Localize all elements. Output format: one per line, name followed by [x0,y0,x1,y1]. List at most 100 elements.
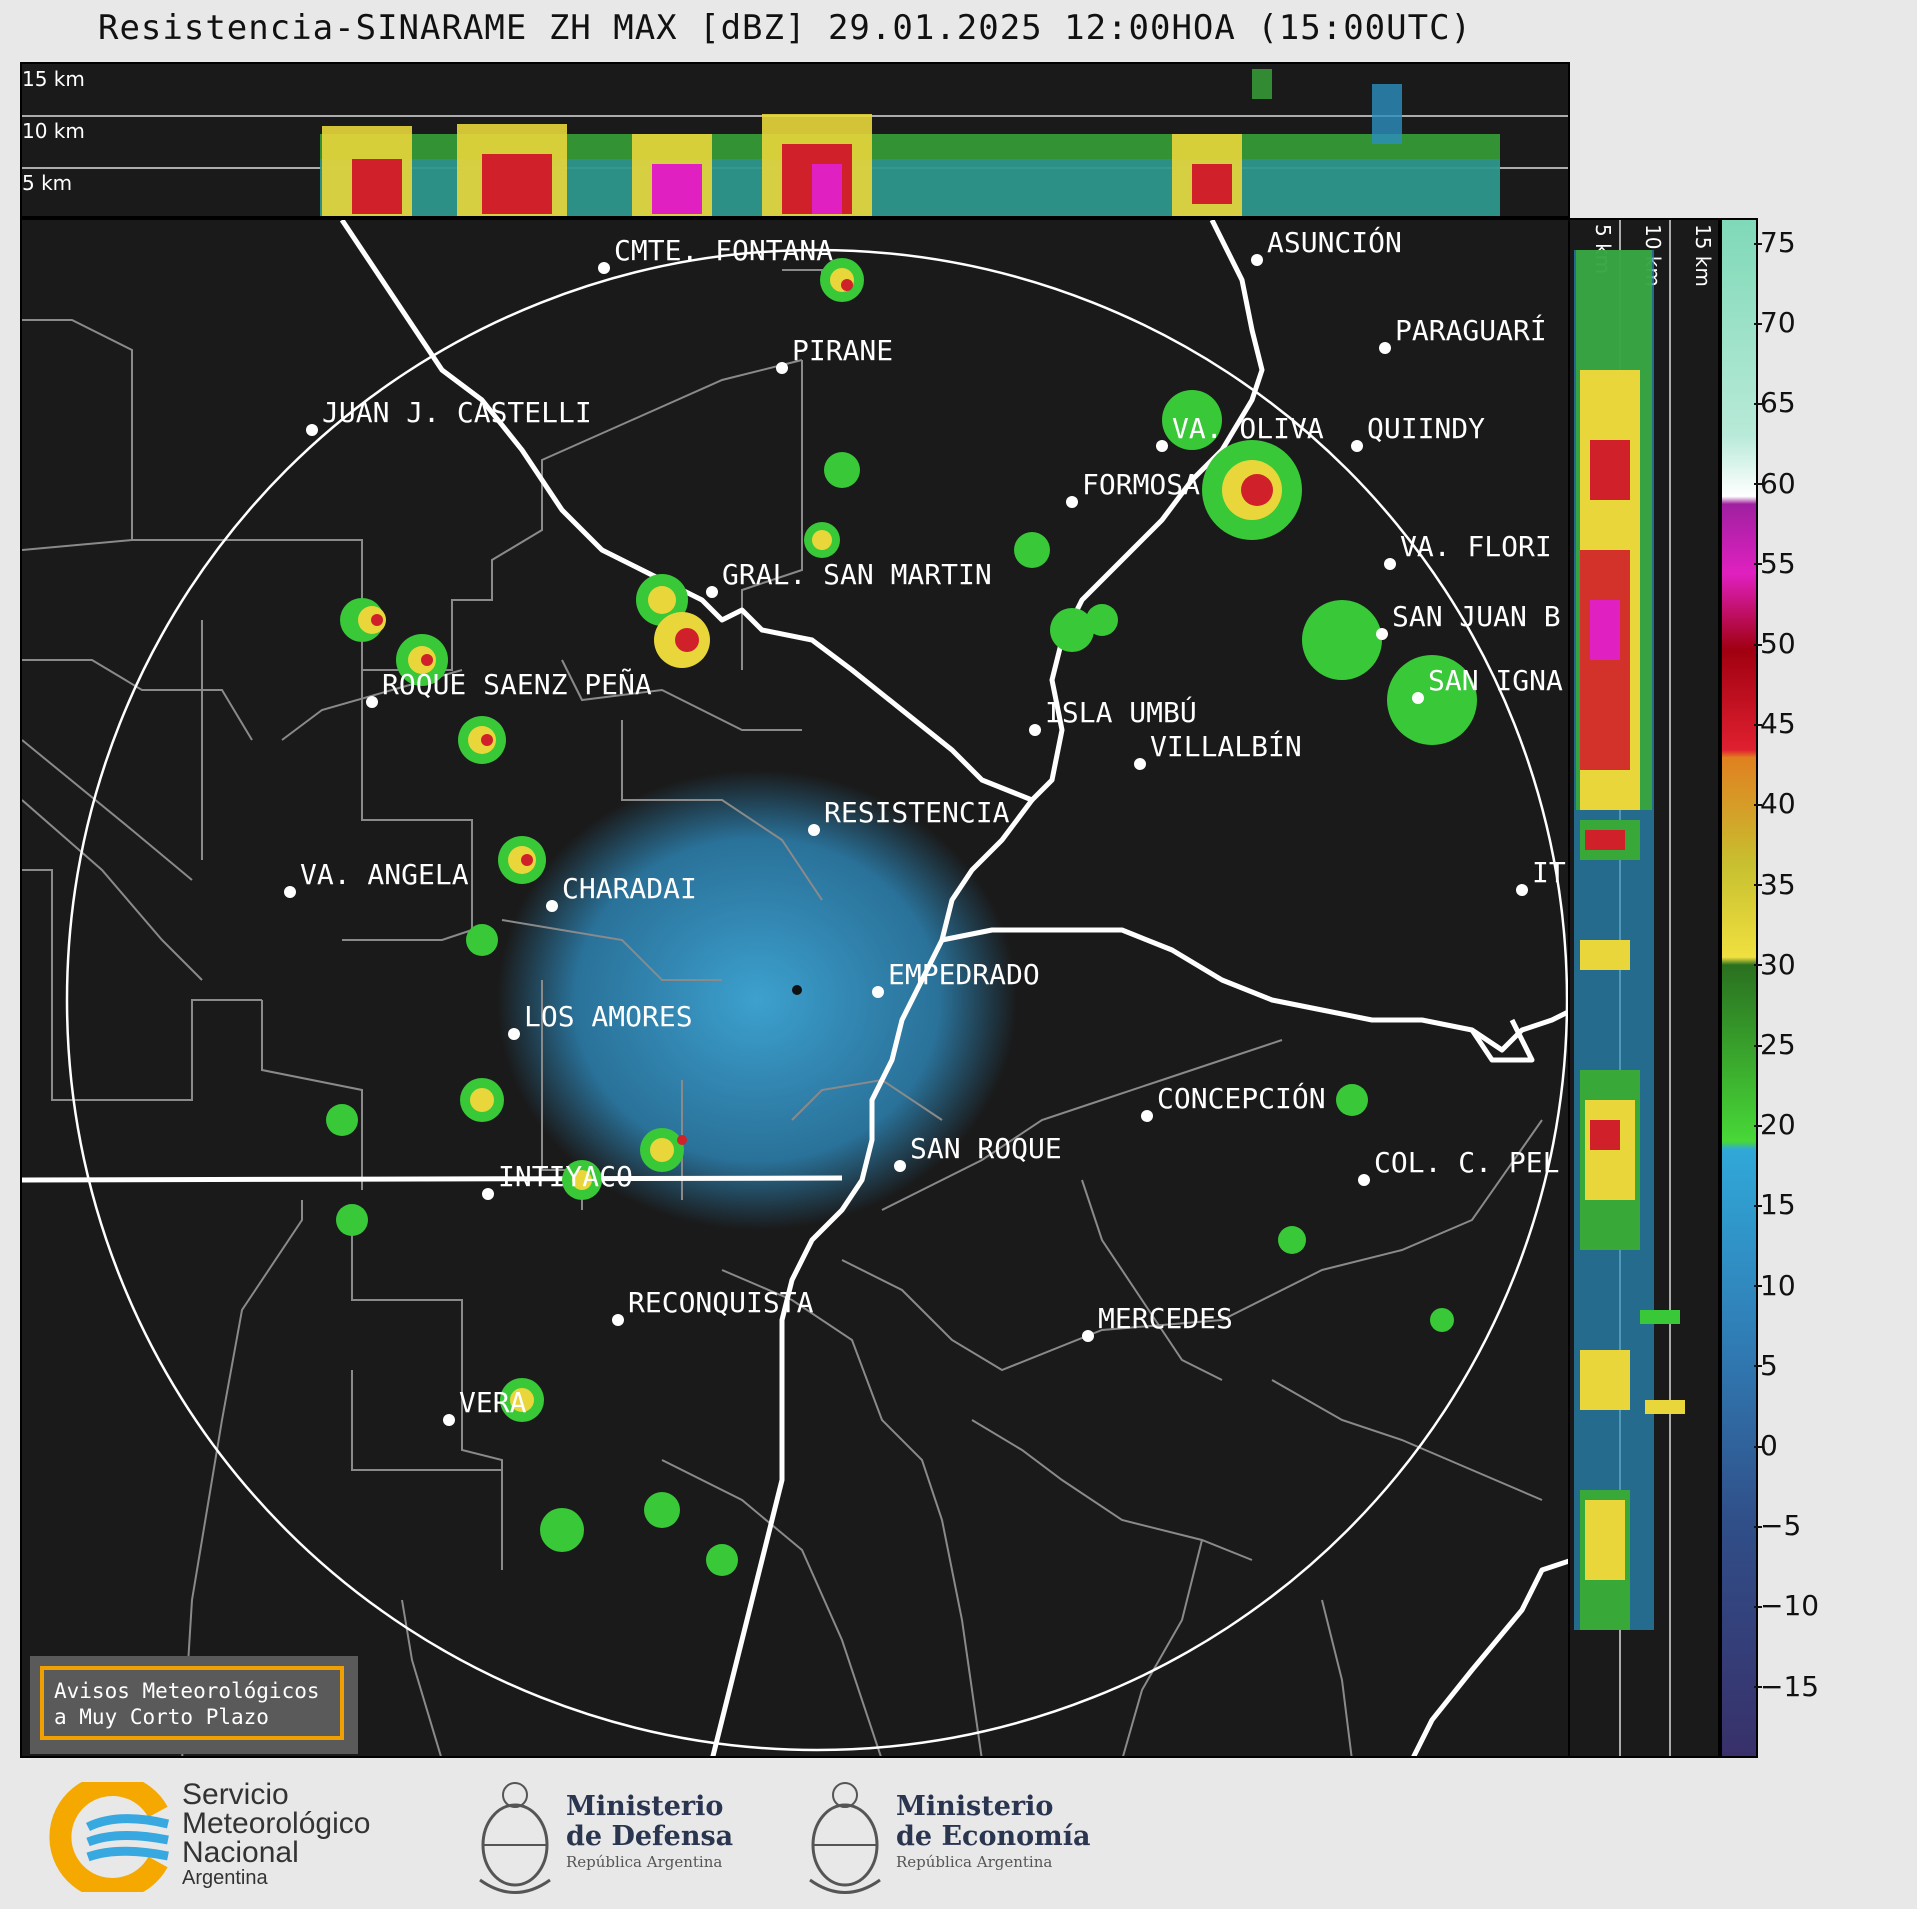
city-dot [1156,440,1168,452]
defensa-line3: República Argentina [566,1853,723,1871]
alt-label-15km: 15 km [22,67,85,91]
colorbar [1720,218,1758,1758]
city-label: QUIINDY [1367,412,1485,445]
city-dot [1412,692,1424,704]
colorbar-tick-label: 45 [1754,707,1796,741]
chart-title: Resistencia-SINARAME ZH MAX [dBZ] 29.01.… [97,8,1473,48]
echo-band-top [320,69,1500,216]
city-dot [1134,758,1146,770]
alt-label-5km: 5 km [22,171,72,195]
alt-label-15km-v: 15 km [1691,224,1715,287]
alt-label-10km: 10 km [22,119,85,143]
city-dot [1066,496,1078,508]
colorbar-tick-label: 60 [1754,466,1796,500]
colorbar-tick-label: 30 [1754,947,1796,981]
economia-name: Ministerio de Economía República Argenti… [896,1792,1090,1872]
colorbar-tick-label: −15 [1753,1669,1820,1703]
city-dot [482,1188,494,1200]
colorbar-tick-label: 20 [1754,1108,1796,1142]
avisos-badge-line2: a Muy Corto Plazo [54,1705,269,1729]
city-dot [443,1414,455,1426]
city-dot [284,886,296,898]
city-dot [706,586,718,598]
economia-line3: República Argentina [896,1853,1053,1871]
city-label: ROQUE SAENZ PEÑA [382,667,652,701]
top-profile-svg: 15 km 10 km 5 km [22,67,1568,216]
city-dot [612,1314,624,1326]
city-label: VA. OLIVA [1172,412,1324,445]
footer: Servicio Meteorológico Nacional Argentin… [0,1760,1917,1909]
radar-map-svg: CMTE. FONTANA ASUNCIÓN PARAGUARÍ PIRANE JUAN… [22,220,1568,1756]
economia-emblem-icon [809,1782,881,1894]
city-dot [1376,628,1388,640]
city-dot [872,986,884,998]
city-label: CHARADAI [562,872,697,905]
city-dot [776,362,788,374]
city-label: RECONQUISTA [628,1286,814,1319]
colorbar-tick-label: 15 [1754,1188,1796,1222]
colorbar-tick-label: 50 [1754,627,1796,660]
colorbar-svg [1722,220,1756,1756]
city-label: COL. C. PEL [1374,1146,1559,1179]
colorbar-tick-label: 75 [1754,226,1796,259]
smn-line4: Argentina [182,1867,268,1889]
city-label: VERA [459,1386,527,1419]
city-label: VA. FLORI [1400,530,1552,563]
colorbar-tick-label: 10 [1754,1268,1796,1302]
city-dot [1082,1330,1094,1342]
city-markers: CMTE. FONTANA ASUNCIÓN PARAGUARÍ PIRANE JUAN… [284,225,1566,1426]
avisos-badge-frame: Avisos Meteorológicos a Muy Corto Plazo [40,1666,344,1740]
economia-line1: Ministerio [896,1791,1054,1822]
smn-line1: Servicio [182,1778,289,1811]
smn-name: Servicio Meteorológico Nacional Argentin… [182,1778,371,1890]
city-dot [546,900,558,912]
right-profile-svg: 5 km 10 km 15 km [1574,220,1715,1756]
colorbar-tick-label: 0 [1754,1429,1778,1462]
top-vertical-profile: 15 km 10 km 5 km [20,62,1570,218]
city-dot [1358,1174,1370,1186]
city-label: IT [1532,856,1566,889]
city-label: RESISTENCIA [824,796,1010,829]
city-dot [306,424,318,436]
city-dot [894,1160,906,1172]
city-label: EMPEDRADO [888,958,1040,991]
city-label: VILLALBÍN [1150,729,1302,763]
colorbar-tick-label: −5 [1753,1509,1802,1543]
colorbar-tick-label: 40 [1754,787,1796,821]
city-label: ASUNCIÓN [1267,225,1402,259]
city-label: VA. ANGELA [300,858,469,891]
echo-band-right [1574,250,1685,1630]
admin-boundaries [22,269,1543,1756]
storm-cells [326,258,1477,1576]
city-label: LOS AMORES [524,1000,693,1033]
city-dot [598,262,610,274]
country-borders [22,220,1568,1756]
colorbar-tick-label: 70 [1754,306,1796,340]
smn-logo-icon [49,1782,170,1892]
city-dot [1251,254,1263,266]
colorbar-tick-label: 35 [1754,867,1796,901]
city-label: PARAGUARÍ [1395,313,1547,347]
colorbar-tick-label: 55 [1754,546,1796,580]
avisos-badge-line1: Avisos Meteorológicos [54,1679,320,1703]
city-label: CONCEPCIÓN [1157,1081,1326,1115]
city-label: SAN ROQUE [910,1132,1062,1165]
defensa-line2: de Defensa [566,1821,734,1852]
defensa-line1: Ministerio [566,1791,724,1822]
right-vertical-profile: 5 km 10 km 15 km [1570,218,1720,1758]
near-radar-echo [497,770,1017,1230]
city-dot [1351,440,1363,452]
colorbar-tick-label: 5 [1754,1348,1778,1382]
range-ring [65,248,1568,1752]
city-label: INTIYACO [498,1160,633,1193]
smn-line3: Nacional [182,1836,299,1869]
colorbar-gradient [1722,220,1756,1756]
city-dot [1141,1110,1153,1122]
city-dot [1516,884,1528,896]
avisos-badge: Avisos Meteorológicos a Muy Corto Plazo [30,1656,358,1754]
smn-line2: Meteorológico [182,1807,371,1840]
city-label: JUAN J. CASTELLI [322,396,592,429]
defensa-name: Ministerio de Defensa República Argentin… [566,1792,733,1872]
city-label: ISLA UMBÚ [1045,695,1197,729]
city-dot [1029,724,1041,736]
